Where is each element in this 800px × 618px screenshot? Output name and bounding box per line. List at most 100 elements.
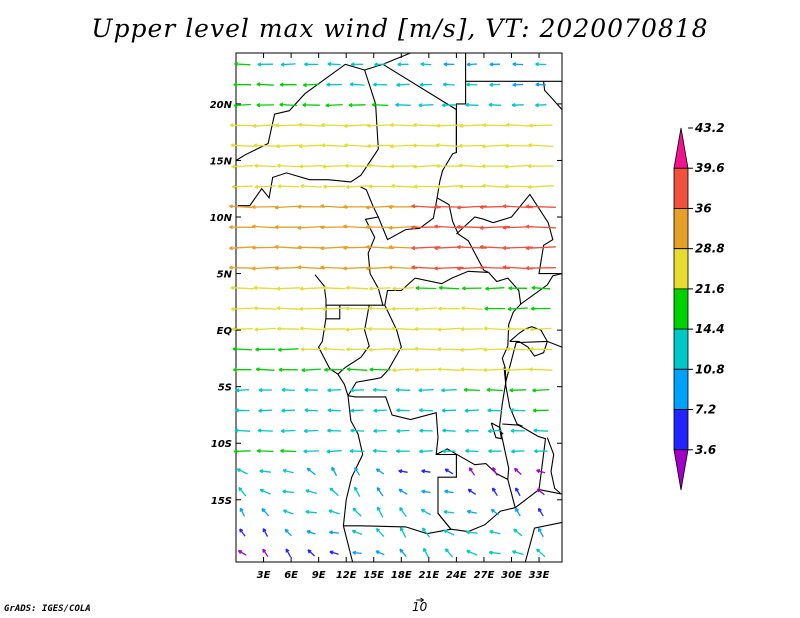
wind-vector xyxy=(230,287,254,290)
wind-vector-head xyxy=(466,509,471,514)
wind-vector xyxy=(509,389,527,391)
wind-vector-head xyxy=(256,103,261,108)
wind-vector xyxy=(395,389,411,391)
wind-vector xyxy=(352,530,363,536)
wind-vector-head xyxy=(530,327,534,332)
wind-vector-head xyxy=(460,367,465,372)
wind-vector xyxy=(252,225,279,229)
wind-vector-head xyxy=(374,62,378,67)
wind-vector xyxy=(418,389,434,392)
wind-vector xyxy=(513,528,523,537)
wind-vector xyxy=(396,429,410,432)
wind-vector xyxy=(512,63,524,66)
wind-vector xyxy=(229,205,256,209)
wind-vector xyxy=(482,185,508,188)
wind-vector-head xyxy=(282,468,287,474)
wind-vector-head xyxy=(303,428,308,434)
wind-vector xyxy=(489,530,501,535)
x-tick-label: 24E xyxy=(446,570,467,581)
wind-vector-head xyxy=(253,306,258,311)
wind-vector xyxy=(299,307,323,310)
wind-vector-head xyxy=(441,103,446,108)
wind-vector-head xyxy=(502,245,507,251)
wind-vector-head xyxy=(253,143,258,148)
wind-vector-head xyxy=(395,102,399,107)
wind-vector-head xyxy=(421,527,426,532)
wind-vector xyxy=(443,510,455,514)
wind-vector xyxy=(257,450,274,453)
wind-vector-head xyxy=(320,225,324,230)
wind-vector xyxy=(231,328,253,330)
wind-vector-head xyxy=(481,183,486,188)
wind-vector-head xyxy=(280,428,285,434)
wind-vector xyxy=(329,531,340,534)
wind-vector-head xyxy=(275,144,280,149)
wind-vector-head xyxy=(413,164,417,169)
wind-vector-head xyxy=(533,428,538,433)
wind-vector xyxy=(466,63,478,66)
wind-vector-head xyxy=(456,245,461,250)
wind-vector-head xyxy=(372,387,377,392)
wind-vector xyxy=(252,124,278,127)
wind-vector-head xyxy=(367,144,371,149)
wind-vector-head xyxy=(282,509,287,514)
x-tick-label: 6E xyxy=(284,570,298,581)
wind-vector xyxy=(254,307,277,310)
wind-vector-head xyxy=(350,388,354,393)
wind-vector xyxy=(300,327,323,331)
wind-vector-head xyxy=(322,164,327,169)
wind-vector-head xyxy=(345,285,350,290)
wind-vector-head xyxy=(257,62,262,67)
wind-vector xyxy=(326,450,342,453)
wind-vector xyxy=(283,509,294,515)
wind-vector-head xyxy=(389,144,394,149)
wind-vector-head xyxy=(366,123,371,128)
border-line xyxy=(524,521,563,563)
x-tick-label: 9E xyxy=(312,570,326,581)
wind-vector-head xyxy=(327,61,332,67)
wind-vector-head xyxy=(434,266,438,271)
wind-vector-head xyxy=(276,306,281,311)
border-line xyxy=(490,422,503,440)
wind-vector xyxy=(258,409,273,412)
wind-vector-head xyxy=(443,509,448,515)
wind-vector xyxy=(414,348,438,351)
wind-vector-head xyxy=(479,205,484,210)
wind-vector xyxy=(346,287,369,290)
wind-vector-head xyxy=(301,368,306,373)
wind-vector-head xyxy=(328,509,333,514)
wind-vector xyxy=(229,266,256,269)
wind-vector-head xyxy=(492,467,497,472)
wind-vector xyxy=(436,144,463,148)
wind-vector xyxy=(398,488,408,495)
wind-vector xyxy=(321,124,348,127)
wind-vector xyxy=(530,327,552,331)
y-tick-label: EQ xyxy=(217,326,233,337)
colorbar-segment xyxy=(673,127,689,169)
wind-vector-head xyxy=(411,225,416,230)
x-tick-label: 15E xyxy=(363,570,384,581)
wind-vector xyxy=(538,508,544,517)
colorbar-label: 3.6 xyxy=(695,443,716,457)
wind-vector-head xyxy=(535,103,539,108)
wind-vector xyxy=(281,389,295,392)
x-tick-label: 18E xyxy=(391,570,412,581)
wind-vector xyxy=(368,307,392,310)
wind-vector-head xyxy=(458,163,463,168)
wind-vector-head xyxy=(512,82,517,87)
wind-vector-head xyxy=(235,408,239,413)
wind-vector-head xyxy=(322,327,327,332)
wind-vector-head xyxy=(509,408,514,413)
wind-vector-head xyxy=(297,204,302,209)
wind-vector xyxy=(329,487,339,497)
colorbar-segment xyxy=(673,288,689,330)
wind-vector-head xyxy=(327,408,332,413)
wind-vector-head xyxy=(255,347,259,352)
wind-vector xyxy=(367,144,394,147)
wind-vector-head xyxy=(423,547,427,552)
wind-vector-head xyxy=(465,448,470,454)
wind-vector xyxy=(465,450,479,453)
wind-vector-head xyxy=(238,487,243,492)
wind-vector-head xyxy=(532,408,537,413)
wind-vector xyxy=(354,486,361,498)
